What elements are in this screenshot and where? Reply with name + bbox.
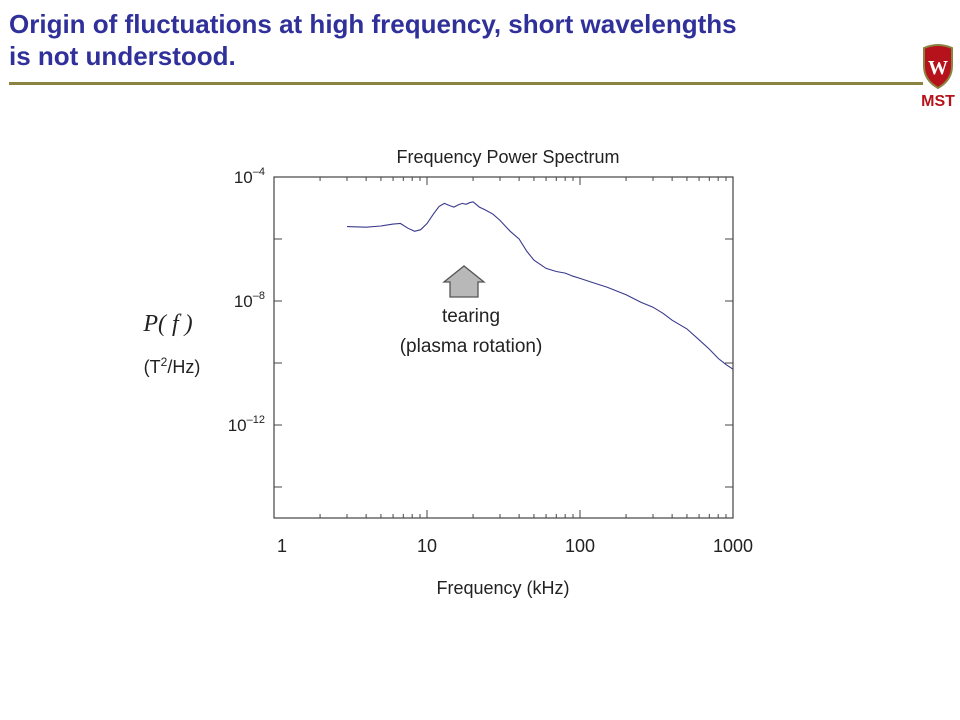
- y-axis-unit-sup: 2: [161, 355, 168, 369]
- crest-shield-icon: [923, 44, 953, 90]
- x-tick-label: 10: [417, 536, 437, 556]
- y-axis-unit: (T2/Hz): [144, 355, 201, 377]
- slide-title: Origin of fluctuations at high frequency…: [9, 8, 909, 72]
- series-line: [346, 201, 734, 370]
- crest-letter: W: [928, 57, 948, 79]
- slide-title-line-1: Origin of fluctuations at high frequency…: [9, 9, 737, 39]
- axis-ticks: [273, 177, 733, 518]
- x-tick-label: 1: [277, 536, 287, 556]
- y-tick-base: 10: [234, 168, 253, 187]
- y-tick-base: 10: [228, 416, 247, 435]
- university-crest-logo: W MST: [921, 44, 955, 110]
- y-tick-labels: 10–410–810–12: [228, 166, 265, 435]
- y-tick-label: 10–4: [234, 166, 265, 187]
- y-tick-label: 10–8: [234, 290, 265, 311]
- y-tick-base: 10: [234, 292, 253, 311]
- y-axis-unit-pre: (T: [144, 357, 161, 377]
- x-axis-label: Frequency (kHz): [436, 578, 569, 598]
- logo-mst-text: MST: [921, 93, 955, 110]
- y-axis-label: P( f ): [142, 311, 192, 337]
- x-tick-label: 1000: [713, 536, 753, 556]
- annotation-plasma-rotation: (plasma rotation): [400, 336, 543, 357]
- y-tick-exponent: –12: [247, 414, 265, 426]
- title-divider: [9, 82, 923, 85]
- annotation-tearing: tearing: [442, 306, 500, 327]
- chart-title: Frequency Power Spectrum: [396, 147, 619, 167]
- y-tick-exponent: –8: [253, 290, 265, 302]
- plot-frame: [273, 176, 734, 519]
- x-tick-labels: 1 10 100 1000: [277, 536, 753, 556]
- y-tick-exponent: –4: [253, 166, 265, 178]
- y-axis-unit-post: /Hz): [167, 357, 200, 377]
- up-arrow-icon: [442, 265, 486, 298]
- x-tick-label: 100: [565, 536, 595, 556]
- slide-title-line-2: is not understood.: [9, 41, 236, 71]
- y-tick-label: 10–12: [228, 414, 265, 435]
